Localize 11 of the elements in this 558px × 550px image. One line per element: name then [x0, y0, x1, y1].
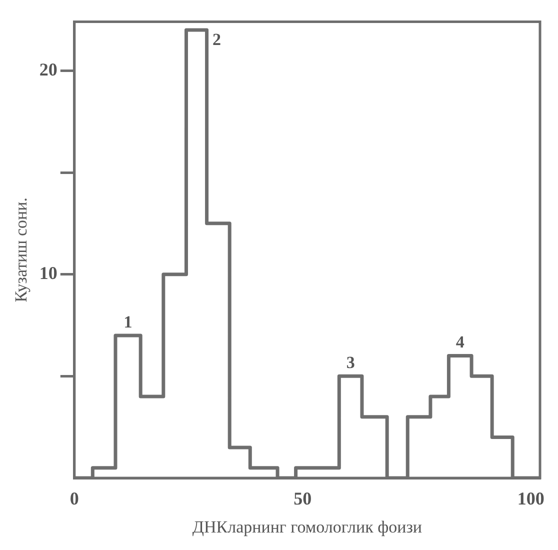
- x-tick-label: 50: [294, 488, 312, 508]
- y-tick-label: 20: [39, 59, 58, 80]
- annotation: 4: [456, 332, 465, 352]
- x-tick-label: 0: [70, 488, 79, 508]
- x-axis-title: ДНКларнинг гомологлик фоизи: [192, 517, 422, 536]
- x-tick-label: 100: [517, 488, 544, 508]
- y-tick-label: 10: [39, 262, 58, 283]
- annotation: 2: [212, 30, 222, 49]
- annotation: 3: [346, 353, 355, 372]
- annotation: 1: [124, 312, 132, 332]
- y-axis-title: Кузатиш сони.: [12, 198, 31, 302]
